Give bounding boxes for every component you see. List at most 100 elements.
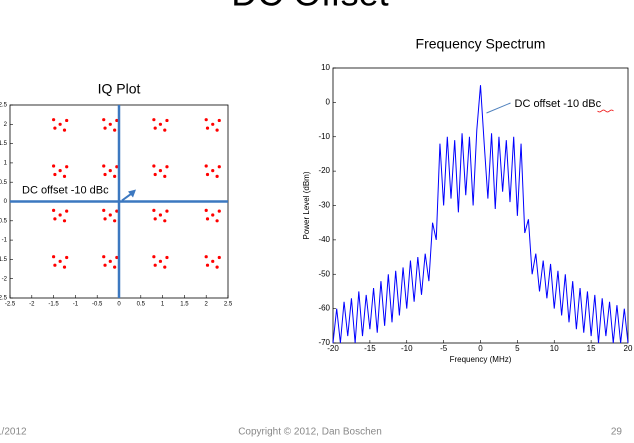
point (58, 259, 62, 263)
point (211, 259, 215, 263)
point (108, 122, 112, 126)
point (152, 208, 156, 212)
y-axis-label: Power Level (dBm) (302, 171, 311, 239)
point (58, 122, 62, 126)
y-tick-label: -30 (318, 201, 330, 210)
y-tick-label: -20 (318, 166, 330, 175)
y-tick-label: 1.5 (0, 141, 8, 147)
point (115, 165, 119, 169)
x-tick-label: -20 (327, 344, 339, 353)
annotation-arrowhead (128, 189, 136, 198)
point (215, 174, 219, 179)
annotation: DC offset -10 dBc (515, 98, 602, 110)
point (62, 128, 67, 132)
point (65, 209, 69, 213)
point (153, 126, 157, 130)
point (204, 208, 208, 212)
point (205, 126, 210, 130)
point (163, 265, 167, 269)
y-tick-label: -2 (2, 276, 8, 282)
x-tick-label: -5 (440, 344, 448, 353)
x-tick-label: -1 (73, 302, 79, 308)
y-tick-label: 2 (4, 122, 8, 128)
point (113, 265, 117, 269)
point (165, 209, 169, 213)
point (52, 255, 56, 259)
point (204, 164, 208, 168)
y-tick-label: -70 (318, 338, 330, 347)
point (211, 213, 215, 217)
x-tick-label: -10 (401, 344, 413, 353)
point (103, 263, 107, 267)
point (163, 219, 167, 223)
point (152, 164, 156, 168)
x-tick-label: -0.5 (92, 302, 103, 308)
point (217, 255, 221, 260)
x-tick-label: 5 (515, 344, 520, 353)
point (158, 259, 163, 263)
point (102, 208, 106, 212)
point (204, 118, 208, 122)
annotation: DC offset -10 dBc (22, 184, 109, 196)
x-tick-label: 1.5 (180, 302, 189, 308)
point (53, 263, 57, 267)
footer-copyright: Copyright © 2012, Dan Boschen (238, 427, 382, 438)
point (115, 209, 119, 213)
annotation-arrow (486, 102, 511, 114)
x-tick-label: -2 (29, 302, 35, 308)
point (53, 217, 57, 221)
point (115, 118, 119, 123)
point (217, 165, 221, 169)
point (108, 259, 112, 263)
x-tick-label: 10 (550, 344, 559, 353)
point (163, 128, 167, 132)
y-tick-label: -10 (318, 132, 330, 141)
y-tick-label: 0 (326, 97, 331, 106)
point (108, 169, 112, 173)
spectrum-line (332, 85, 629, 344)
x-tick-label: -15 (364, 344, 376, 353)
y-tick-label: 1 (4, 160, 8, 166)
y-tick-label: -2.5 (0, 296, 8, 302)
point (52, 164, 56, 168)
x-tick-label: 0.5 (137, 302, 146, 308)
point (102, 255, 106, 259)
point (158, 213, 163, 217)
y-tick-label: -1.5 (0, 257, 8, 263)
point (113, 128, 117, 132)
y-tick-label: -50 (318, 269, 330, 278)
point (205, 263, 210, 267)
spell-underline (597, 109, 614, 113)
point (53, 126, 57, 130)
point (62, 174, 67, 179)
point (215, 265, 219, 269)
point (52, 208, 56, 212)
point (163, 174, 167, 179)
point (165, 255, 169, 260)
point (52, 118, 56, 122)
point (217, 118, 221, 123)
point (102, 164, 106, 168)
point (153, 263, 157, 267)
point (205, 217, 210, 221)
x-tick-label: 20 (624, 344, 633, 353)
point (205, 172, 210, 177)
footer-page: 29 (611, 427, 623, 438)
point (115, 255, 119, 260)
point (113, 174, 117, 179)
point (65, 255, 69, 260)
point (158, 122, 163, 126)
y-tick-label: 10 (321, 63, 330, 72)
point (204, 255, 208, 259)
point (153, 172, 157, 177)
slide-title: DC Offset (231, 0, 388, 14)
point (62, 265, 67, 269)
y-tick-label: 0.5 (0, 180, 8, 186)
x-tick-label: 2.5 (224, 302, 233, 308)
point (103, 217, 107, 221)
point (58, 213, 62, 217)
point (215, 219, 219, 223)
x-tick-label: -2.5 (5, 302, 16, 308)
